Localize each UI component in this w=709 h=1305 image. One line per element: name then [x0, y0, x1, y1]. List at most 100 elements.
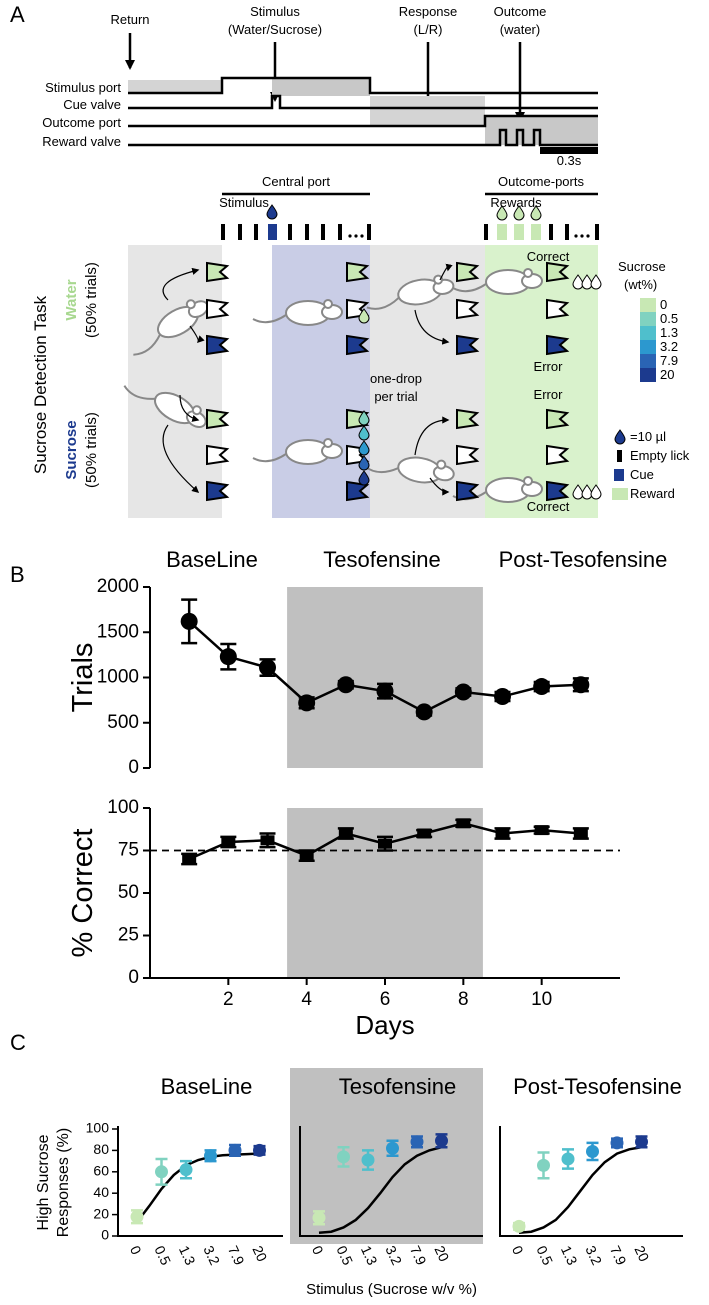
x-tick-label: 3.2 — [200, 1243, 223, 1268]
fit-curve — [318, 1145, 442, 1235]
phase-background — [222, 245, 272, 518]
y-tick-label: 80 — [93, 1141, 109, 1157]
task-title: Sucrose Detection Task — [31, 295, 50, 474]
x-tick-label: 3.2 — [382, 1243, 405, 1268]
x-tick-label: 0.5 — [333, 1243, 356, 1268]
signal-label: Cue valve — [63, 97, 121, 112]
data-point — [228, 1143, 242, 1157]
y-tick-label: 20 — [93, 1205, 109, 1221]
event-label: Outcome — [494, 4, 547, 19]
signal-label: Reward valve — [42, 134, 121, 149]
treatment-shade — [287, 587, 483, 768]
y-axis-label: Trials — [67, 643, 99, 713]
y-tick-label: 40 — [93, 1184, 109, 1200]
scale-swatch — [640, 298, 656, 312]
y-tick-label: 60 — [93, 1163, 109, 1179]
x-tick-label: 0 — [309, 1243, 327, 1257]
x-tick-label: 20 — [631, 1243, 652, 1264]
data-point — [573, 828, 588, 839]
y-axis-label: High Sucrose — [35, 1134, 52, 1230]
scale-label: 3.2 — [660, 339, 678, 354]
x-tick-label: 0.5 — [151, 1243, 174, 1268]
y-tick-label: 75 — [118, 840, 139, 861]
scale-swatch — [640, 340, 656, 354]
x-tick-label: 3.2 — [582, 1243, 605, 1268]
y-tick-label: 0 — [128, 757, 139, 778]
data-point — [260, 835, 275, 846]
x-tick-label: 6 — [380, 989, 391, 1010]
scale-label: 0.5 — [660, 311, 678, 326]
axes — [499, 1126, 683, 1237]
trial-share: (50% trials) — [83, 262, 100, 338]
stimulus-label: Stimulus — [219, 195, 269, 210]
x-tick-label: 7.9 — [225, 1243, 248, 1268]
signal-label: Outcome port — [42, 115, 121, 130]
data-point — [417, 828, 432, 839]
legend-key: Cue — [630, 467, 654, 482]
phase-background — [272, 245, 370, 518]
signal-trace — [128, 114, 598, 128]
data-point — [130, 1210, 144, 1224]
data-point — [337, 1150, 350, 1164]
data-point — [298, 694, 316, 712]
x-tick-label: 20 — [249, 1243, 270, 1264]
y-tick-label: 50 — [118, 882, 139, 903]
x-tick-label: 0 — [127, 1243, 145, 1257]
cue-lick — [268, 224, 277, 240]
choice-arrow — [189, 325, 205, 344]
phase-label: Post-Tesofensine — [499, 547, 668, 572]
legend-title: (wt%) — [624, 277, 657, 292]
y-tick-label: 25 — [118, 925, 139, 946]
data-point — [253, 1143, 266, 1157]
data-point — [259, 659, 276, 677]
x-tick-label: 10 — [531, 989, 552, 1010]
data-point — [533, 678, 551, 696]
port-label: Central port — [262, 174, 330, 189]
y-tick-label: 100 — [86, 1120, 110, 1136]
empty-licks — [221, 224, 599, 240]
event-label: Return — [110, 12, 149, 27]
event-label: Stimulus — [250, 4, 300, 19]
timeline: Return Stimulus (Water/Sucrose) Response… — [42, 4, 598, 168]
trial-share: (50% trials) — [83, 412, 100, 488]
data-point — [361, 1153, 375, 1167]
choice-arrow — [429, 477, 450, 496]
data-point — [338, 828, 353, 839]
data-point — [155, 1165, 168, 1179]
event-label: Response — [399, 4, 458, 19]
choice-arrow — [414, 416, 450, 456]
data-point — [572, 676, 590, 694]
data-point — [586, 1144, 599, 1158]
x-tick-label: 7.9 — [607, 1243, 630, 1268]
panel-label: A — [10, 2, 25, 27]
legend-icon — [614, 469, 624, 481]
y-tick-label: 0 — [101, 1227, 109, 1243]
x-tick-label: 1.3 — [358, 1243, 381, 1268]
scale-swatch — [640, 354, 656, 368]
axes — [299, 1126, 483, 1237]
treatment-shade — [287, 808, 483, 978]
scale-label: 1.3 — [660, 325, 678, 340]
legend-key: =10 µl — [630, 429, 666, 444]
data-point — [435, 1134, 448, 1148]
panel-label: B — [10, 562, 25, 587]
rewards-label: Rewards — [490, 195, 542, 210]
data-point — [312, 1211, 326, 1225]
scale-swatch — [640, 312, 656, 326]
scale-label: 7.9 — [660, 353, 678, 368]
event-label: (L/R) — [414, 22, 443, 37]
legend-title: Sucrose — [618, 259, 666, 274]
chart-title: Post-Tesofensine — [513, 1074, 682, 1099]
data-point — [561, 1152, 575, 1166]
choice-arrow — [162, 424, 200, 493]
data-point — [534, 825, 549, 836]
data-point — [415, 703, 433, 721]
chart-title: Tesofensine — [339, 1074, 456, 1099]
choice-arrow — [179, 394, 200, 422]
choice-arrow — [439, 263, 453, 281]
legend-icon — [612, 488, 628, 500]
chart-title: BaseLine — [161, 1074, 253, 1099]
trial-type: Water — [63, 279, 80, 320]
